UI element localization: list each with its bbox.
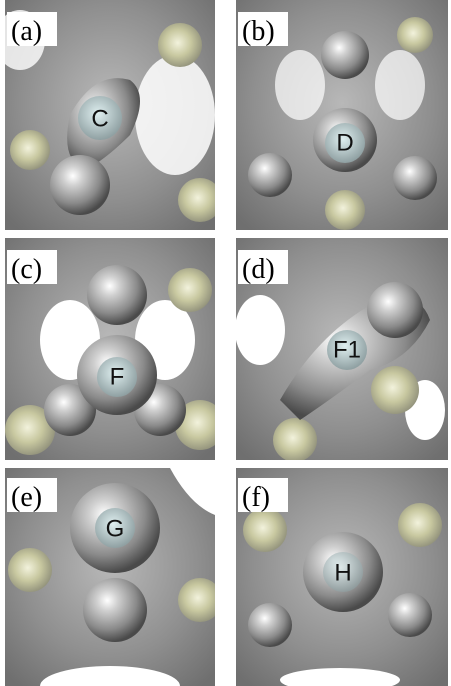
site-label: F1 [333, 336, 361, 363]
site-label: G [106, 515, 125, 542]
figure: (a) (b) (c) (d) (e) (f) C D F F1 G H [0, 0, 451, 686]
site-label: C [91, 105, 108, 132]
panel-label: (e) [11, 482, 42, 513]
panel-label: (a) [11, 16, 42, 47]
panel-label: (b) [242, 16, 275, 47]
panel-label: (f) [242, 482, 270, 513]
site-label: D [336, 129, 353, 156]
site-label: F [110, 363, 125, 390]
site-label: H [334, 559, 351, 586]
panel-label: (c) [11, 254, 42, 285]
panel-label: (d) [242, 254, 275, 285]
